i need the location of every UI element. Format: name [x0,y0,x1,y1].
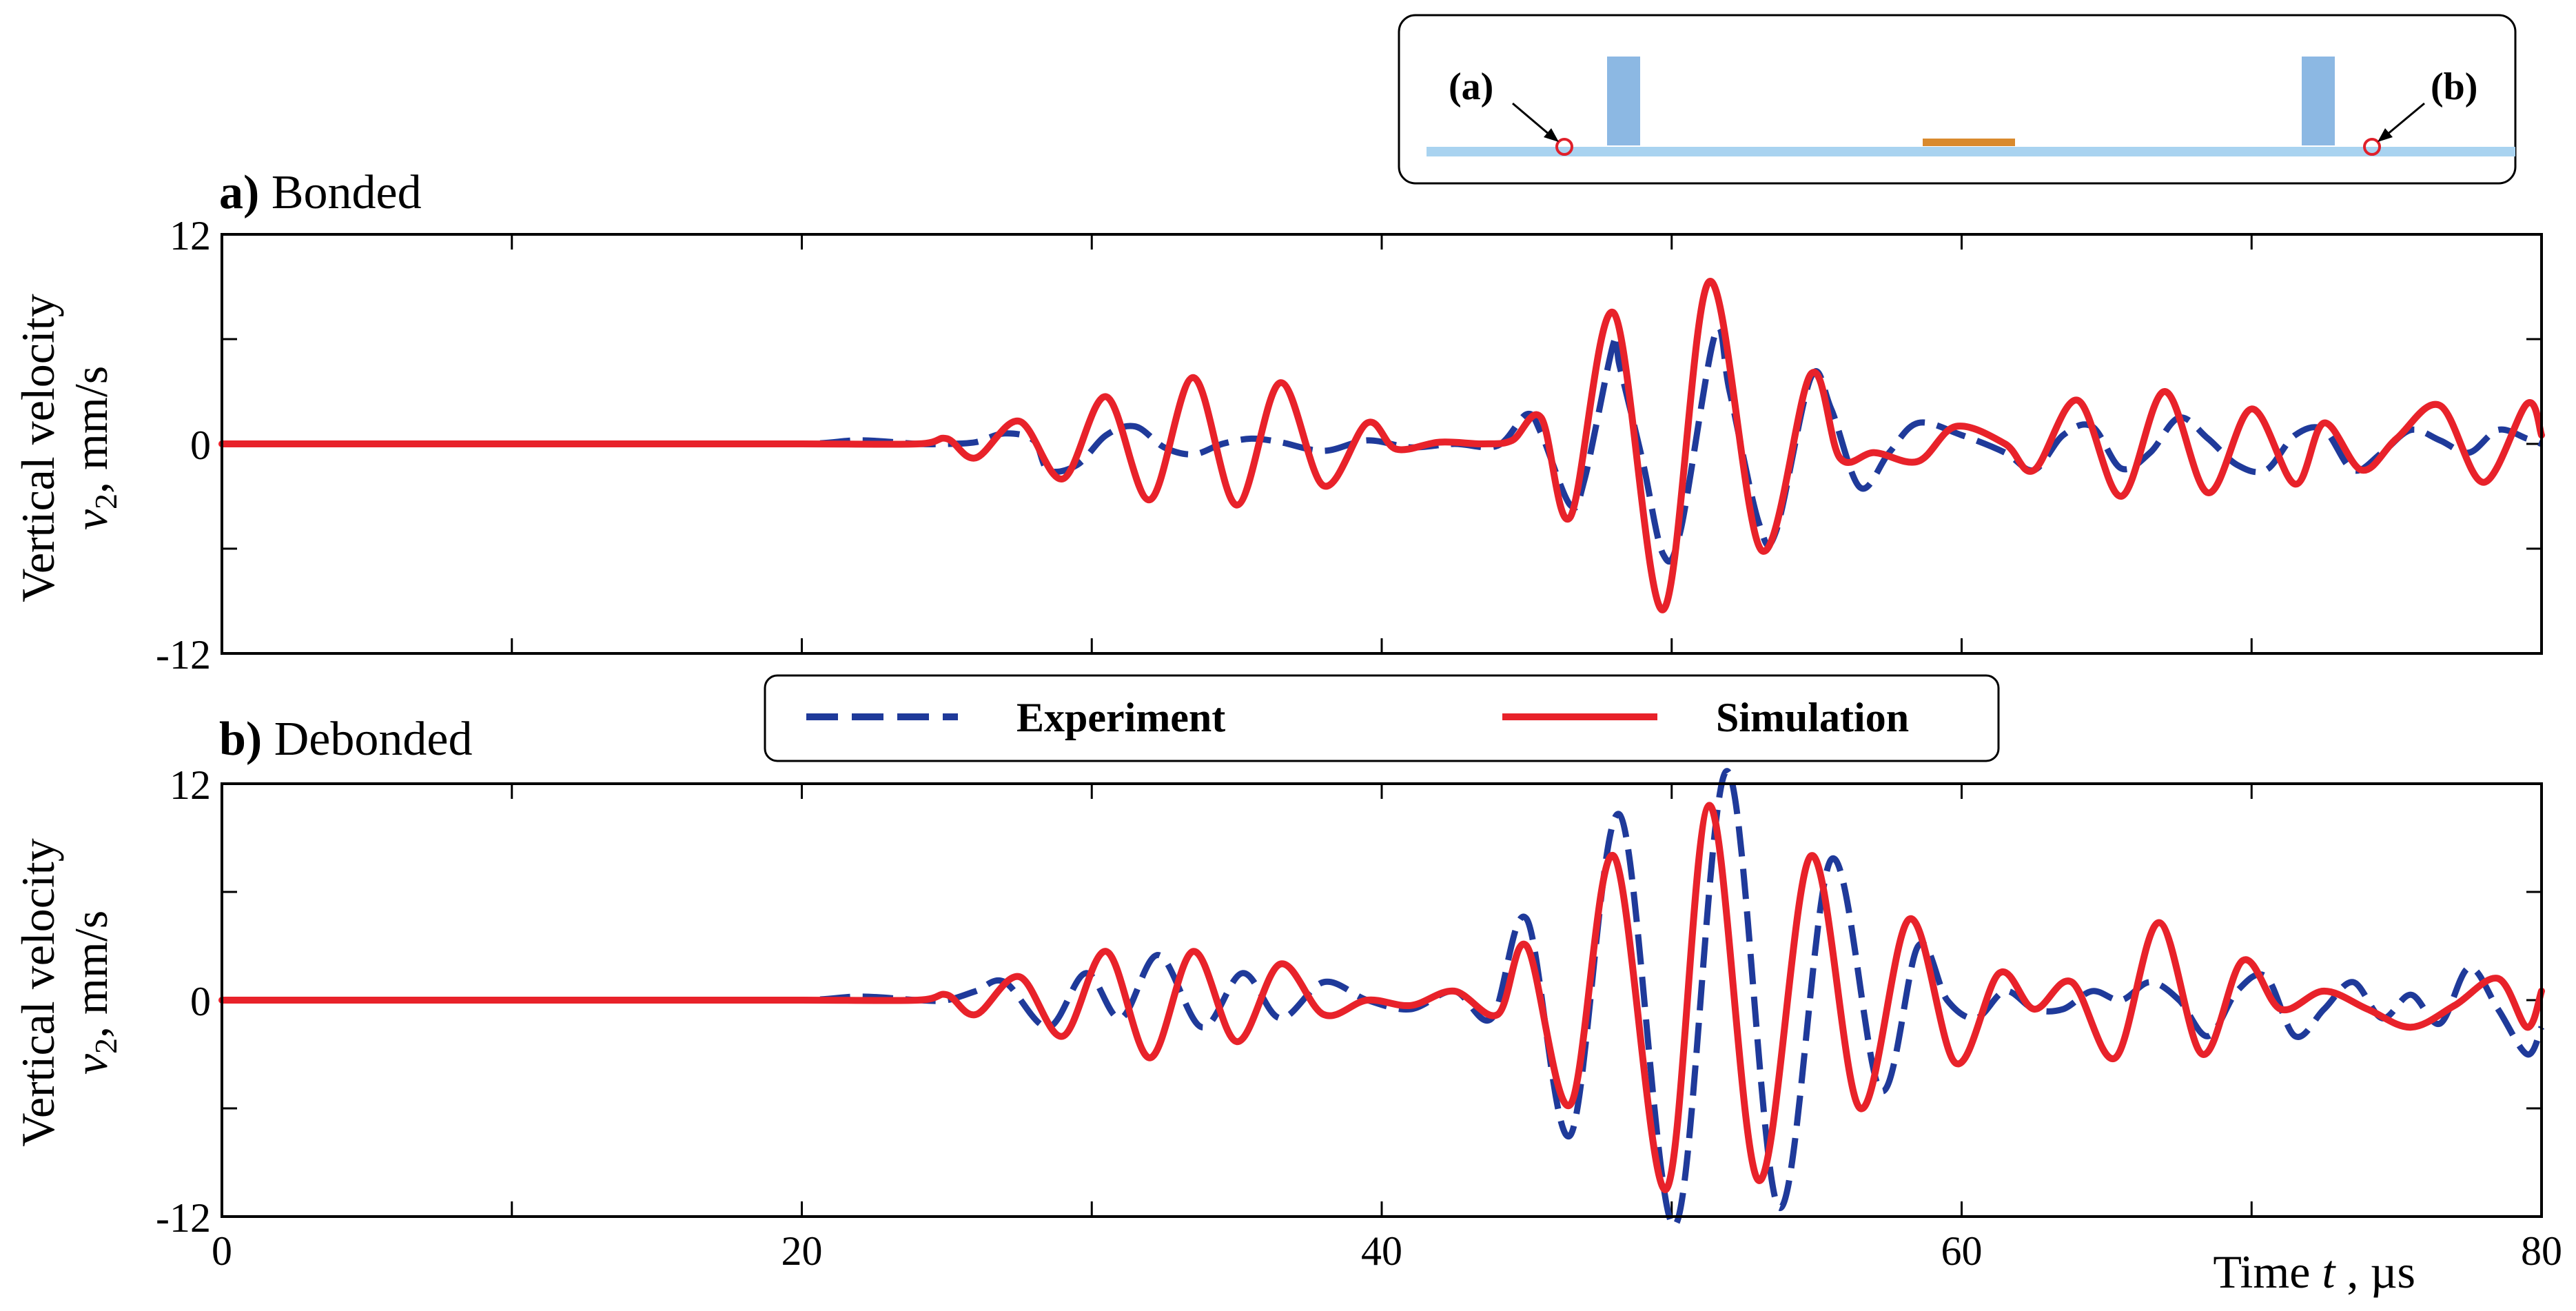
arrow-b-line [2382,102,2425,139]
x-tick-label: 60 [1941,1228,1983,1274]
panel-a-ylabel-line2: v2, mm/s [65,366,123,530]
panel-b-ylabel: Vertical velocity v2, mm/s [12,838,123,1146]
arrow-a-head [1544,128,1559,142]
xlabel-main: Time [2213,1246,2322,1298]
panel-a-title-text: Bonded [259,166,421,219]
panel-bonded: a) Bonded Vertical velocity v2, mm/s -12… [12,166,2545,678]
panel-b-axes-frame [221,782,2543,1218]
schematic-label-b: (b) [2431,65,2477,108]
x-tick-label: 40 [1361,1228,1402,1274]
panel-b-ylabel-line1: Vertical velocity [12,838,64,1146]
xlabel-unit: , µs [2335,1246,2415,1298]
series-simulation-line [218,278,2545,613]
y-tick-label: -12 [156,632,211,678]
series-experiment-line [222,325,2543,565]
panel-debonded: b) Debonded Vertical velocity v2, mm/s -… [12,713,2562,1298]
legend: Experiment Simulation [764,674,2000,762]
panel-a-ylabel-line1: Vertical velocity [12,294,64,602]
measure-point-b [2363,138,2381,156]
schematic-frame [1398,14,2517,185]
panel-b-ylabel-line2: v2, mm/s [65,911,123,1075]
panel-b-ylabel-sub: 2 [88,1038,123,1054]
actuator-left [1607,57,1640,145]
panel-a-title: a) Bonded [219,166,422,219]
arrow-b-head [2378,128,2393,142]
legend-label-simulation: Simulation [1716,695,1909,740]
legend-label-experiment: Experiment [1016,695,1225,740]
panel-a-plot-area: -12 0 12 [156,213,2545,678]
panel-a-ylabel-var: v [65,509,117,530]
panel-a-ylabel-sub: 2 [88,494,123,509]
legend-frame [764,674,2000,762]
series-simulation-line [218,802,2545,1193]
panel-b-ylabel-var: v [65,1053,117,1075]
y-tick-label: 12 [170,762,211,808]
panel-a-ylabel-unit: , mm/s [65,366,117,494]
panel-b-title: b) Debonded [219,713,472,766]
actuator-right [2302,57,2335,145]
x-tick-label: 20 [781,1228,823,1274]
y-tick-label: -12 [156,1195,211,1241]
y-tick-label: 0 [190,979,211,1024]
x-tick-label: 80 [2521,1228,2562,1274]
panel-b-title-text: Debonded [262,713,472,766]
y-tick-label: 12 [170,213,211,258]
measure-point-a [1555,138,1573,156]
xlabel-var: t [2322,1246,2336,1298]
panel-b-xlabel: Time t , µs [2213,1246,2415,1298]
arrow-a-line [1512,102,1554,139]
panel-a-letter: a) [219,166,259,219]
schematic-label-a: (a) [1449,65,1493,108]
y-tick-label: 0 [190,423,211,468]
debond-patch [1923,139,2015,146]
panel-a-ylabel: Vertical velocity v2, mm/s [12,294,123,602]
x-tick-label: 0 [212,1228,232,1274]
panel-b-ylabel-unit: , mm/s [65,911,117,1038]
panel-a-axes-frame [221,233,2543,655]
panel-b-letter: b) [219,713,262,766]
schematic-inset: (a) (b) [1398,14,2517,185]
plate [1427,147,2515,156]
